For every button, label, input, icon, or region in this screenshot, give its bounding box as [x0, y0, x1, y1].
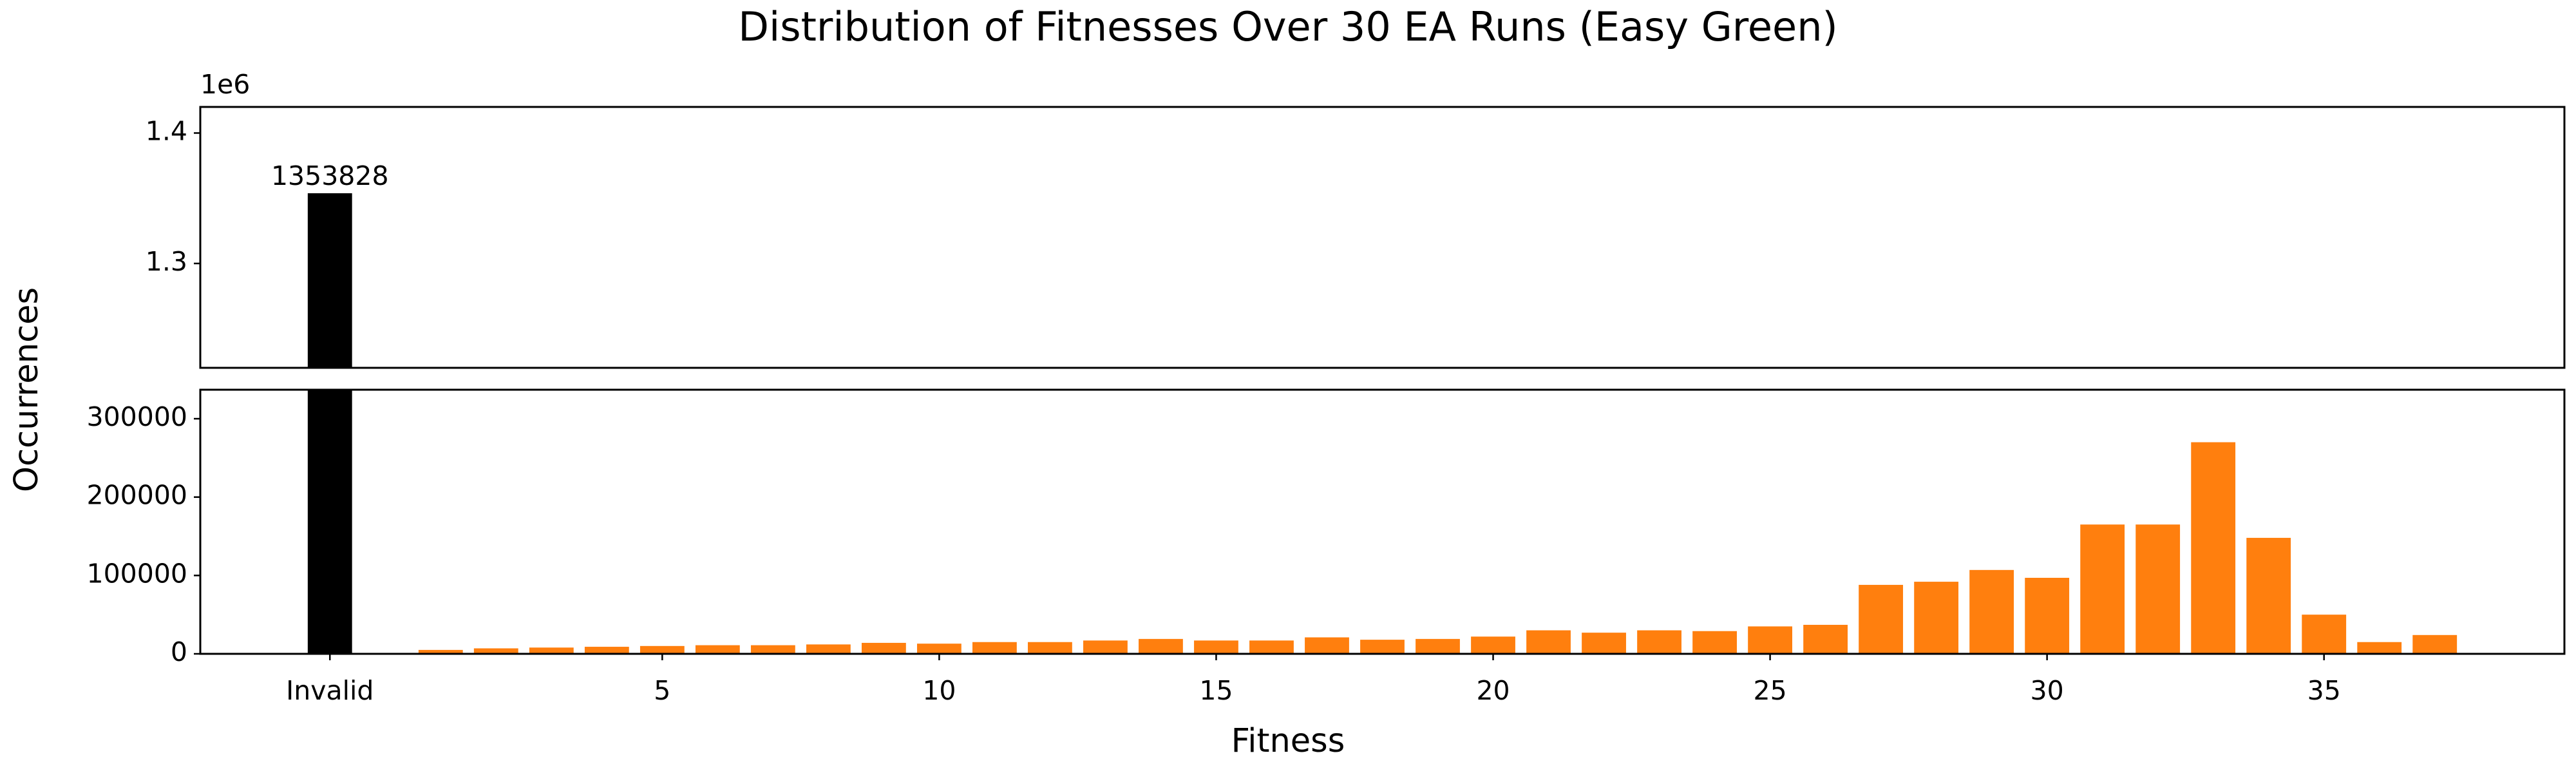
bar: [2246, 537, 2291, 654]
bar: [750, 645, 795, 654]
chart-title: Distribution of Fitnesses Over 30 EA Run…: [738, 3, 1837, 50]
x-tick-label: 30: [2031, 675, 2064, 706]
bar: [307, 193, 352, 368]
bar: [1194, 640, 1238, 654]
x-tick-label: 20: [1476, 675, 1510, 706]
bar: [1416, 368, 1460, 773]
bar: [1582, 368, 1626, 773]
bar: [363, 368, 408, 773]
bar: [1692, 368, 1737, 773]
bar: [1748, 626, 1792, 654]
x-axis-label: Fitness: [1231, 722, 1345, 760]
bar: [1803, 368, 1848, 773]
y-offset-label: 1e6: [200, 69, 250, 100]
y-tick-label: 100000: [86, 558, 187, 589]
x-tick-label: 35: [2307, 675, 2341, 706]
bar: [2025, 577, 2070, 654]
x-tick-label: 5: [654, 675, 670, 706]
bar: [1526, 630, 1571, 654]
bar: [972, 368, 1017, 773]
bar: [1969, 569, 2014, 654]
bar: [751, 368, 795, 773]
bar: [1249, 640, 1294, 654]
x-tick-label: 25: [1753, 675, 1786, 706]
bar: [1083, 640, 1128, 654]
y-tick-label: 1.4: [146, 116, 187, 147]
bar: [1139, 638, 1183, 654]
bar: [1471, 636, 1515, 654]
bar: [585, 368, 629, 773]
bar: [1748, 368, 1792, 773]
plot-area: [307, 193, 2457, 773]
bar: [2136, 524, 2181, 654]
bar: [473, 648, 518, 654]
bar: [529, 647, 574, 654]
bar: [1859, 368, 1903, 773]
bar: [862, 368, 906, 773]
bar: [696, 368, 740, 773]
bar: [1249, 368, 1294, 773]
value-label: 1353828: [271, 160, 389, 191]
bar: [916, 644, 961, 654]
x-tick-label: 15: [1199, 675, 1233, 706]
bar: [917, 368, 961, 773]
bar: [1360, 368, 1405, 773]
bar: [419, 368, 463, 773]
x-tick-label: Invalid: [286, 675, 374, 706]
bar: [1194, 368, 1238, 773]
bar: [1803, 624, 1848, 654]
bar: [2357, 368, 2401, 773]
bar: [1083, 368, 1128, 773]
bar: [307, 390, 352, 654]
x-tick-label: 10: [922, 675, 956, 706]
bar: [1914, 582, 1959, 654]
bar: [2191, 442, 2236, 654]
y-tick-label: 300000: [86, 401, 187, 432]
bar: [2357, 642, 2402, 654]
bar: [640, 368, 685, 773]
bar: [1305, 637, 1349, 654]
bar: [1859, 584, 1904, 654]
bar: [1582, 633, 1626, 654]
bar: [1526, 368, 1571, 773]
axes-frame: [199, 388, 2566, 655]
bar: [2025, 368, 2069, 773]
bar: [806, 644, 851, 654]
bar: [474, 368, 518, 773]
bar: [418, 649, 463, 654]
bar: [2412, 368, 2457, 773]
bar: [1139, 368, 1183, 773]
bar: [695, 645, 740, 654]
y-axis-label: Occurrences: [8, 287, 46, 492]
bar: [1028, 642, 1072, 654]
bar: [1416, 638, 1460, 654]
bar: [2302, 615, 2347, 654]
bar: [861, 642, 906, 654]
bar: [806, 368, 851, 773]
plot-area: [307, 390, 2458, 654]
y-tick-label: 200000: [86, 480, 187, 511]
y-tick-label: 0: [171, 636, 187, 667]
axes-frame: [199, 106, 2566, 369]
y-tick-label: 1.3: [146, 246, 187, 277]
bar: [1471, 368, 1515, 773]
bar: [2080, 524, 2125, 654]
bar: [1305, 368, 1349, 773]
bar: [584, 647, 629, 654]
bar: [1028, 368, 1072, 773]
bar: [529, 368, 574, 773]
bar: [1360, 640, 1405, 654]
bar: [2302, 368, 2346, 773]
bar: [972, 642, 1017, 654]
bar: [1637, 368, 1681, 773]
bar: [2412, 635, 2458, 654]
bar: [1914, 368, 1958, 773]
bar: [1637, 630, 1681, 654]
bar: [1692, 631, 1737, 654]
bar: [639, 645, 685, 654]
